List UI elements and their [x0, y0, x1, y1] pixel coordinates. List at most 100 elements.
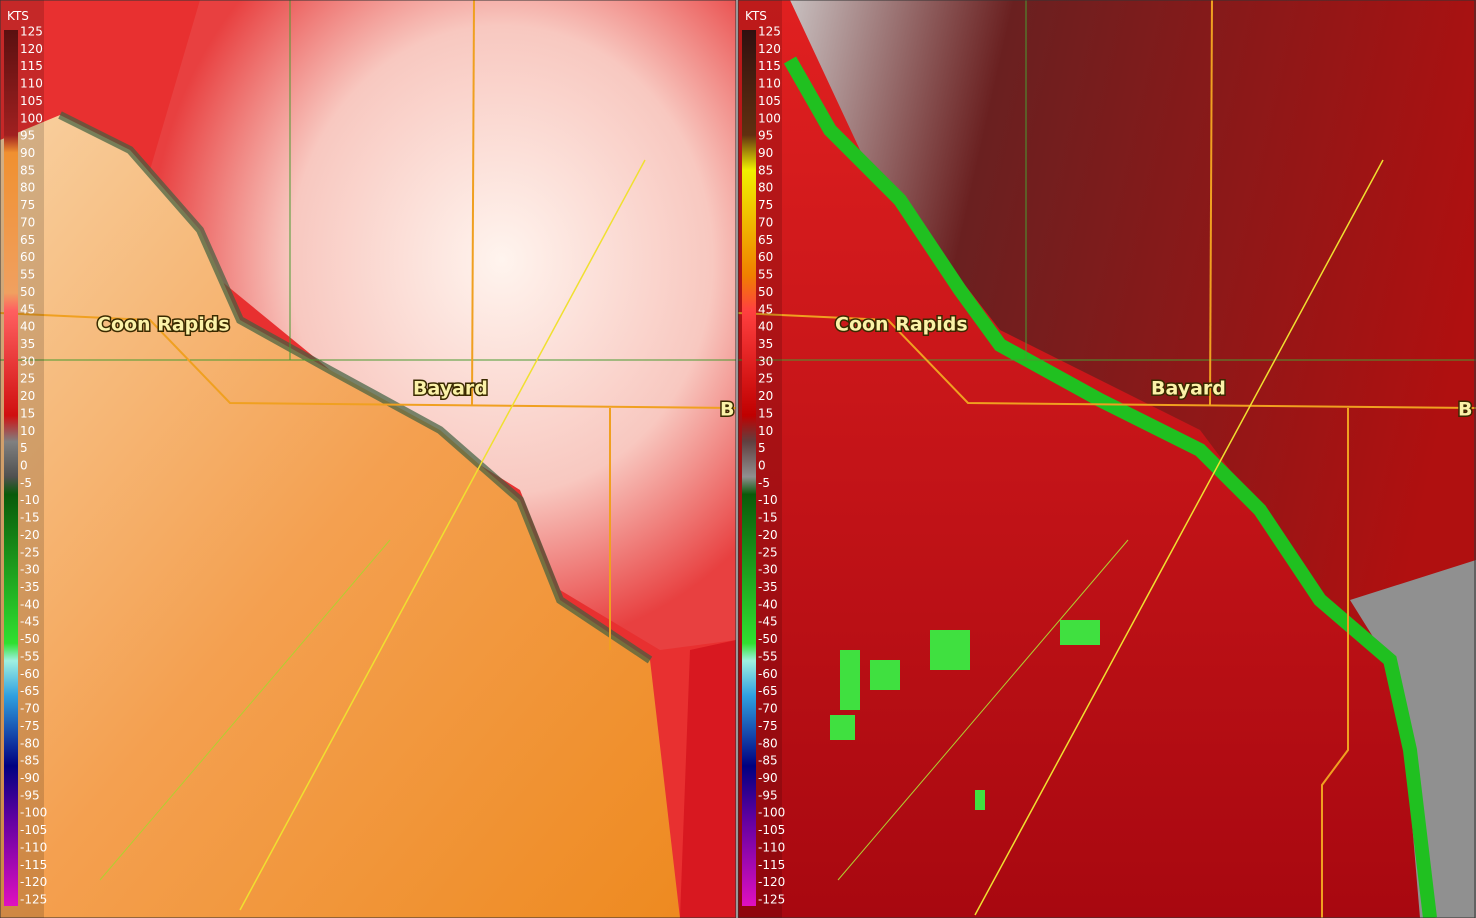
legend-tick-label: -70	[20, 702, 40, 716]
legend-tick-label: 100	[20, 111, 43, 125]
legend-tick-label: 60	[758, 250, 773, 264]
legend-tick-label: 20	[20, 389, 35, 403]
legend-tick-label: -60	[20, 667, 40, 681]
legend-tick-label: -90	[20, 771, 40, 785]
legend-tick-label: -85	[20, 754, 40, 768]
legend-tick-label: 90	[20, 146, 35, 160]
legend-tick-label: 115	[758, 59, 781, 73]
legend-tick-label: -30	[758, 563, 778, 577]
legend-tick-label: -120	[20, 875, 47, 889]
legend-tick-label: 65	[758, 233, 773, 247]
legend-tick-label: -30	[20, 563, 40, 577]
legend-tick-label: -65	[20, 684, 40, 698]
color-bar	[4, 30, 18, 906]
legend-tick-label: 125	[758, 25, 781, 39]
legend-unit: KTS	[745, 9, 767, 23]
legend-tick-label: 85	[20, 163, 35, 177]
legend-tick-label: 40	[20, 320, 35, 334]
legend-tick-label: 70	[758, 215, 773, 229]
legend-tick-label: -60	[758, 667, 778, 681]
legend-tick-label: -125	[758, 893, 785, 907]
legend-tick-label: -20	[20, 528, 40, 542]
legend-tick-label: -65	[758, 684, 778, 698]
legend-tick-label: 55	[758, 268, 773, 282]
legend-tick-label: 105	[758, 94, 781, 108]
place-label: Coon Rapids	[835, 314, 968, 336]
legend-tick-label: -10	[758, 493, 778, 507]
legend-tick-label: -100	[758, 806, 785, 820]
legend-unit: KTS	[7, 9, 29, 23]
legend-tick-label: -120	[758, 875, 785, 889]
panel-border	[0, 0, 737, 918]
legend-tick-label: 45	[758, 302, 773, 316]
place-label: Coon Rapids	[97, 314, 230, 336]
legend-tick-label: -100	[20, 806, 47, 820]
legend-tick-label: -75	[20, 719, 40, 733]
legend-tick-label: -25	[758, 545, 778, 559]
legend-tick-label: -5	[20, 476, 32, 490]
legend-tick-label: 95	[20, 129, 35, 143]
legend-tick-label: -20	[758, 528, 778, 542]
road	[1209, 0, 1213, 406]
legend-tick-label: -15	[758, 511, 778, 525]
legend-tick-label: 30	[20, 354, 35, 368]
legend-tick-label: -50	[20, 632, 40, 646]
legend-tick-label: -105	[20, 823, 47, 837]
legend-tick-label: 80	[20, 181, 35, 195]
legend-tick-label: 75	[20, 198, 35, 212]
legend-tick-label: -35	[20, 580, 40, 594]
legend-tick-label: -95	[20, 788, 40, 802]
legend-tick-label: 75	[758, 198, 773, 212]
legend-tick-label: -5	[758, 476, 770, 490]
panel-border	[737, 0, 1476, 918]
legend-tick-label: -45	[20, 615, 40, 629]
legend-tick-label: 5	[20, 441, 28, 455]
legend-tick-label: 20	[758, 389, 773, 403]
legend-tick-label: 125	[20, 25, 43, 39]
road	[471, 0, 475, 406]
legend-tick-label: 90	[758, 146, 773, 160]
legend-tick-label: 100	[758, 111, 781, 125]
legend-tick-label: -80	[758, 736, 778, 750]
legend-tick-label: -85	[758, 754, 778, 768]
road	[0, 312, 737, 409]
inbound-pixels	[830, 620, 1100, 810]
legend-tick-label: 105	[20, 94, 43, 108]
legend-tick-label: 25	[20, 372, 35, 386]
legend-tick-label: 60	[20, 250, 35, 264]
legend-tick-label: 40	[758, 320, 773, 334]
legend-tick-label: 25	[758, 372, 773, 386]
track-line	[974, 159, 1384, 916]
track-line	[99, 539, 391, 881]
legend-tick-label: -55	[20, 649, 40, 663]
place-label: Bayard	[413, 378, 488, 400]
color-bar	[742, 30, 756, 906]
legend-tick-label: -10	[20, 493, 40, 507]
legend-tick-label: 35	[758, 337, 773, 351]
legend-tick-label: 120	[20, 42, 43, 56]
place-label: Bayard	[1151, 378, 1226, 400]
legend-tick-label: 115	[20, 59, 43, 73]
legend-tick-label: 10	[758, 424, 773, 438]
legend-tick-label: -35	[758, 580, 778, 594]
radar-echo	[790, 0, 1476, 918]
road	[1321, 408, 1349, 918]
legend-tick-label: -90	[758, 771, 778, 785]
track-line	[837, 539, 1129, 881]
right-panel: KTS1251201151101051009590858075706560555…	[737, 0, 1476, 918]
legend-tick-label: 65	[20, 233, 35, 247]
legend-tick-label: -125	[20, 893, 47, 907]
legend-tick-label: 80	[758, 181, 773, 195]
legend-tick-label: -40	[758, 597, 778, 611]
place-label: B	[1458, 399, 1472, 421]
legend-tick-label: 50	[758, 285, 773, 299]
radar-echo	[0, 115, 680, 918]
legend-tick-label: 55	[20, 268, 35, 282]
legend-tick-label: 0	[20, 459, 28, 473]
legend-tick-label: -105	[758, 823, 785, 837]
legend-tick-label: -115	[758, 858, 785, 872]
legend-tick-label: -75	[758, 719, 778, 733]
legend-tick-label: -15	[20, 511, 40, 525]
legend-tick-label: -45	[758, 615, 778, 629]
